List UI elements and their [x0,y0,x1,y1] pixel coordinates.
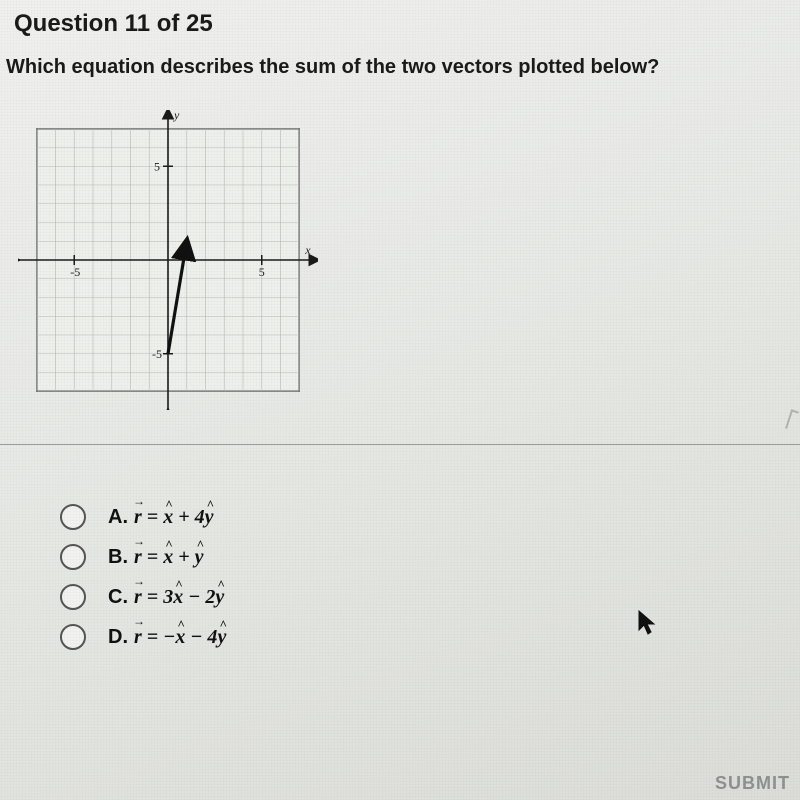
answer-choice-A[interactable]: A. r = x + 4y [60,504,226,530]
answer-choice-D[interactable]: D. r = −x − 4y [60,624,226,650]
choice-equation: r = −x − 4y [134,626,226,649]
choice-equation: r = x + 4y [134,506,214,529]
answer-choice-C[interactable]: C. r = 3x − 2y [60,584,226,610]
radio-D[interactable] [60,624,86,650]
question-counter: Question 11 of 25 [14,10,213,38]
quiz-page: Question 11 of 25 Which equation describ… [0,0,800,800]
svg-text:y: y [173,110,180,122]
radio-B[interactable] [60,544,86,570]
svg-text:x: x [304,243,311,257]
vector-graph: -5 5 5 -5 x y [18,110,318,410]
svg-text:-5: -5 [152,347,162,361]
choice-letter: C. [108,586,128,609]
section-divider [0,444,800,445]
choice-equation: r = 3x − 2y [134,586,224,609]
radio-C[interactable] [60,584,86,610]
radio-A[interactable] [60,504,86,530]
svg-text:5: 5 [259,265,265,279]
question-prompt: Which equation describes the sum of the … [6,56,659,79]
choice-letter: D. [108,626,128,649]
svg-text:5: 5 [154,159,160,173]
choice-letter: B. [108,546,128,569]
choice-letter: A. [108,506,128,529]
answer-choices: A. r = x + 4y B. r = x + y C. r = 3x − 2y D. r … [60,490,226,664]
submit-button[interactable]: SUBMIT [715,773,790,794]
choice-equation: r = x + y [134,546,204,569]
page-edge-mark [785,409,799,430]
answer-choice-B[interactable]: B. r = x + y [60,544,226,570]
svg-text:-5: -5 [70,265,80,279]
mouse-cursor-icon [638,610,658,641]
